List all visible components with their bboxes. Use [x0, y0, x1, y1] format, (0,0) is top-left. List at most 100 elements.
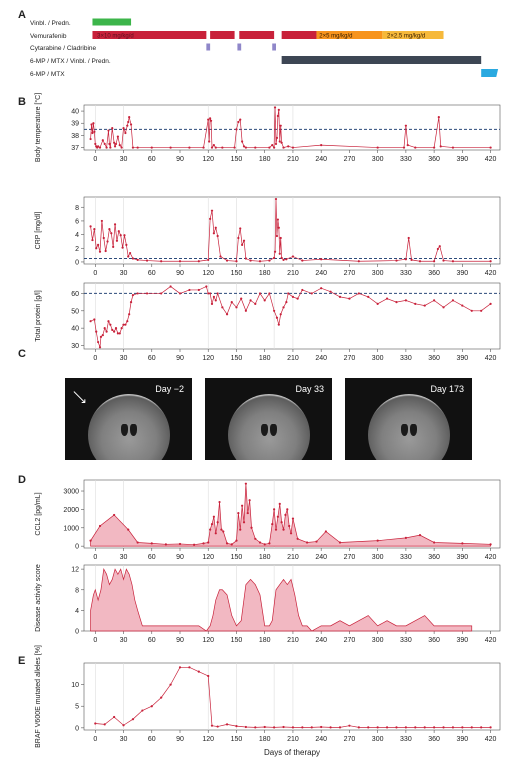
data-point	[276, 114, 279, 118]
data-point	[241, 140, 244, 143]
x-tick-label: 390	[457, 554, 469, 561]
data-point	[207, 541, 210, 544]
data-point	[91, 131, 94, 135]
data-point	[89, 137, 92, 141]
data-point	[129, 301, 133, 304]
data-point	[127, 255, 130, 258]
data-point	[160, 260, 163, 263]
x-tick-label: 300	[372, 554, 384, 561]
data-point	[95, 330, 98, 333]
data-point	[212, 295, 215, 298]
x-tick-label: 150	[231, 554, 243, 561]
data-point	[282, 528, 285, 531]
y-axis-label: BRAF V600E mutated alleles [%]	[35, 645, 42, 748]
data-point	[209, 119, 213, 122]
data-point	[239, 528, 242, 531]
x-tick-label: 180	[259, 554, 271, 561]
data-point	[103, 142, 106, 146]
dose-label: 2×5 mg/kg/d	[319, 34, 352, 40]
x-tick-label: 270	[344, 736, 356, 743]
x-tick-label: 330	[400, 637, 412, 644]
plot-frame	[83, 196, 501, 265]
y-tick-label: 50	[71, 308, 79, 315]
y-tick-label: 3000	[63, 489, 79, 496]
data-point	[169, 285, 172, 288]
data-point	[324, 530, 327, 533]
x-tick-label: 90	[176, 156, 184, 163]
data-point	[188, 666, 191, 669]
data-point	[279, 313, 282, 316]
data-point	[274, 528, 278, 531]
data-point	[113, 330, 116, 333]
x-tick-label: 210	[287, 270, 299, 277]
data-point	[442, 726, 445, 729]
data-point	[291, 726, 295, 729]
data-point	[436, 247, 439, 251]
data-point	[288, 524, 291, 528]
data-point	[244, 309, 247, 312]
x-tick-label: 360	[428, 355, 440, 362]
data-point	[225, 313, 229, 316]
data-point	[160, 292, 163, 295]
timeline-row-label: Vinbl. / Predn.	[30, 20, 71, 27]
data-point	[410, 258, 413, 261]
data-point	[131, 146, 135, 149]
data-point	[209, 217, 212, 220]
maintenance-bar	[281, 56, 482, 64]
data-point	[109, 146, 112, 149]
plot-frame	[83, 104, 501, 151]
data-point	[395, 726, 398, 729]
data-point	[418, 260, 422, 263]
cytarabine-bar	[237, 43, 242, 51]
data-point	[123, 234, 126, 237]
ventricle-left	[261, 424, 268, 436]
data-point	[406, 144, 409, 147]
x-tick-label: 390	[457, 637, 469, 644]
mri-image-2: Day 33	[205, 378, 332, 460]
data-point	[250, 526, 253, 529]
data-point	[126, 124, 129, 127]
data-point	[214, 299, 217, 302]
x-tick-label: 30	[120, 637, 128, 644]
x-tick-label: 390	[457, 270, 469, 277]
data-point	[418, 534, 422, 537]
x-tick-label: 300	[372, 736, 384, 743]
x-tick-label: 0	[93, 554, 97, 561]
data-point	[93, 318, 96, 321]
x-tick-label: 150	[231, 736, 243, 743]
mtx-bar	[481, 69, 499, 77]
y-tick-label: 12	[71, 567, 79, 574]
dose-label: 2×2.5 mg/kg/d	[387, 34, 425, 40]
data-point	[131, 257, 135, 260]
x-tick-label: 210	[287, 355, 299, 362]
data-point	[118, 332, 121, 335]
data-point	[254, 146, 257, 149]
data-point	[480, 309, 483, 312]
x-tick-label: 300	[372, 156, 384, 163]
x-tick-label: 330	[400, 554, 412, 561]
x-tick-label: 330	[400, 736, 412, 743]
data-point	[273, 256, 276, 259]
data-point	[357, 260, 360, 263]
data-point	[489, 302, 492, 305]
y-tick-label: 38	[71, 133, 79, 140]
data-point	[442, 306, 445, 309]
data-point	[357, 726, 360, 729]
mri-day-label: Day 33	[295, 384, 324, 394]
data-point	[208, 140, 211, 143]
data-point	[103, 327, 106, 330]
ventricle-left	[121, 424, 128, 436]
data-point	[219, 255, 222, 258]
data-point	[470, 309, 473, 312]
y-tick-label: 0	[75, 259, 79, 266]
data-point	[280, 521, 283, 524]
data-point	[118, 144, 121, 147]
ventricle-left	[401, 424, 408, 436]
panel-c-label: C	[18, 348, 26, 360]
data-point	[113, 715, 116, 719]
x-tick-label: 240	[315, 637, 327, 644]
data-point	[258, 260, 262, 263]
panel-b-label: B	[18, 96, 26, 108]
data-point	[277, 226, 280, 229]
data-point	[470, 726, 473, 729]
